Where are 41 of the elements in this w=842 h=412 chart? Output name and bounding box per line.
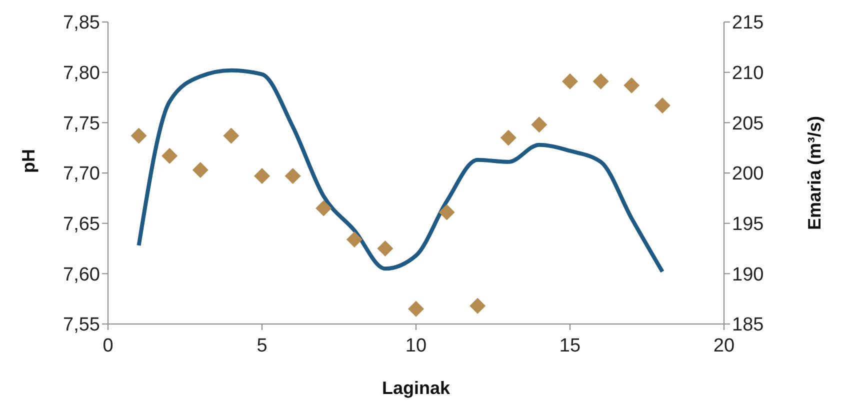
point bbox=[592, 73, 609, 90]
point bbox=[562, 73, 578, 90]
y-tick-label: 7,55 bbox=[63, 314, 100, 336]
point bbox=[223, 128, 240, 144]
point bbox=[130, 128, 147, 144]
point bbox=[470, 298, 486, 314]
point bbox=[654, 98, 670, 114]
y-tick-label: 7,60 bbox=[63, 264, 100, 286]
x-tick-label: 15 bbox=[559, 335, 581, 356]
y2-tick-label: 200 bbox=[732, 164, 764, 185]
point bbox=[162, 148, 178, 164]
y-tick-label: 7,85 bbox=[63, 12, 100, 34]
x-tick-label: 20 bbox=[713, 335, 735, 356]
point bbox=[624, 77, 640, 94]
y-tick-label: 7,75 bbox=[63, 113, 100, 134]
point bbox=[408, 300, 424, 317]
y2-tick-label: 190 bbox=[732, 264, 764, 286]
y-tick-label: 7,80 bbox=[63, 63, 100, 84]
point bbox=[531, 116, 548, 133]
point bbox=[284, 168, 301, 184]
point bbox=[438, 204, 455, 220]
y2-tick-label: 195 bbox=[732, 214, 764, 236]
point bbox=[500, 130, 516, 146]
y-tick-label: 7,70 bbox=[63, 164, 100, 185]
x-tick-label: 0 bbox=[102, 335, 114, 356]
point bbox=[377, 240, 394, 256]
point bbox=[316, 200, 332, 216]
y-axis-title: pH bbox=[18, 149, 38, 173]
y2-tick-label: 185 bbox=[732, 314, 764, 336]
y2-axis-title: Emaria (m³/s) bbox=[804, 116, 824, 230]
point bbox=[346, 231, 362, 248]
x-axis-title: Laginak bbox=[382, 378, 451, 398]
x-tick-label: 5 bbox=[256, 335, 268, 356]
point bbox=[192, 162, 208, 178]
y2-tick-label: 205 bbox=[732, 113, 764, 134]
point bbox=[254, 168, 270, 184]
x-tick-label: 10 bbox=[405, 335, 427, 356]
y2-tick-label: 215 bbox=[732, 12, 764, 34]
line-series bbox=[136, 68, 664, 274]
y2-tick-label: 210 bbox=[732, 63, 764, 84]
y-tick-label: 7,65 bbox=[63, 214, 100, 236]
